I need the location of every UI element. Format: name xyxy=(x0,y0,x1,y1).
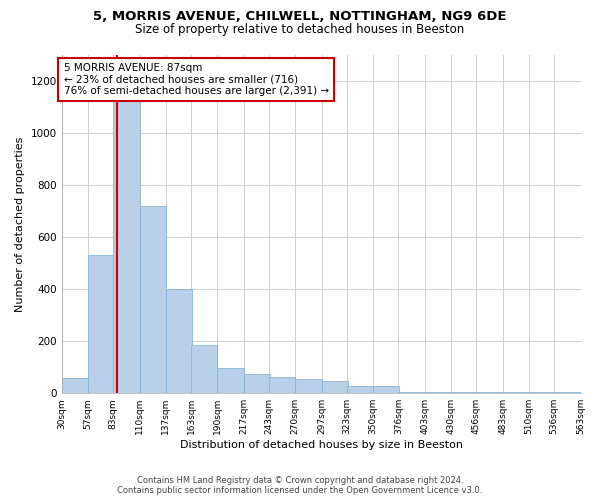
Bar xyxy=(191,345,217,393)
Bar xyxy=(62,378,88,393)
Bar xyxy=(113,81,140,393)
Bar xyxy=(451,392,478,393)
Bar xyxy=(217,368,244,393)
Bar xyxy=(529,392,555,393)
Text: Contains HM Land Registry data © Crown copyright and database right 2024.
Contai: Contains HM Land Registry data © Crown c… xyxy=(118,476,482,495)
Bar xyxy=(398,392,425,393)
Bar xyxy=(425,392,451,393)
Bar xyxy=(295,379,322,393)
Text: Size of property relative to detached houses in Beeston: Size of property relative to detached ho… xyxy=(136,22,464,36)
Y-axis label: Number of detached properties: Number of detached properties xyxy=(15,136,25,312)
Bar xyxy=(476,392,503,393)
Bar xyxy=(88,256,114,393)
Bar xyxy=(140,206,166,393)
Bar xyxy=(554,392,581,393)
Bar xyxy=(347,386,373,393)
Text: 5 MORRIS AVENUE: 87sqm
← 23% of detached houses are smaller (716)
76% of semi-de: 5 MORRIS AVENUE: 87sqm ← 23% of detached… xyxy=(64,63,329,96)
Bar xyxy=(244,374,270,393)
Bar xyxy=(322,380,348,393)
Bar xyxy=(373,386,400,393)
Bar xyxy=(269,377,295,393)
Text: 5, MORRIS AVENUE, CHILWELL, NOTTINGHAM, NG9 6DE: 5, MORRIS AVENUE, CHILWELL, NOTTINGHAM, … xyxy=(93,10,507,23)
Bar xyxy=(166,289,192,393)
X-axis label: Distribution of detached houses by size in Beeston: Distribution of detached houses by size … xyxy=(179,440,463,450)
Bar xyxy=(503,392,529,393)
